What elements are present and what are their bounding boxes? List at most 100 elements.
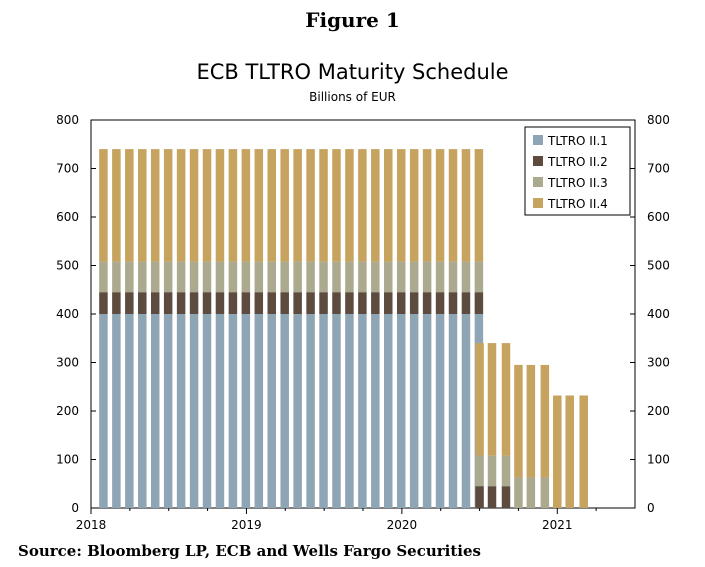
bar-segment — [293, 314, 302, 508]
bar-segment — [345, 261, 354, 293]
bar-segment — [215, 261, 225, 293]
bar-segment — [487, 343, 497, 456]
bar-segment — [461, 261, 471, 293]
bar-segment — [241, 292, 251, 314]
bar-segment — [280, 261, 289, 293]
bar-segment — [176, 261, 186, 293]
y-tick-label-left: 400 — [56, 307, 79, 321]
y-tick-label-right: 100 — [647, 453, 670, 467]
bar-segment — [125, 314, 134, 508]
bar-segment — [241, 314, 251, 508]
bar-segment — [514, 477, 523, 508]
bar-segment — [384, 314, 393, 508]
bar-segment — [267, 149, 276, 262]
bar-segment — [474, 292, 484, 314]
y-tick-label-right: 200 — [647, 404, 670, 418]
bar-segment — [332, 261, 341, 293]
bar-segment — [579, 395, 588, 508]
chart-subtitle: Billions of EUR — [309, 90, 396, 104]
bar-segment — [112, 149, 121, 262]
bar-segment — [150, 292, 160, 314]
bar-segment — [293, 261, 302, 293]
bar-segment — [371, 292, 380, 314]
bar-segment — [228, 149, 238, 262]
bar-segment — [241, 261, 251, 293]
bar-segment — [384, 149, 393, 262]
bar-segment — [125, 149, 134, 262]
bar-segment — [422, 261, 432, 293]
y-tick-label-left: 300 — [56, 356, 79, 370]
bar-segment — [435, 292, 445, 314]
y-tick-label-left: 100 — [56, 453, 79, 467]
bar-segment — [553, 395, 562, 508]
bar-segment — [371, 314, 380, 508]
bar-segment — [475, 343, 484, 456]
bar-segment — [409, 292, 419, 314]
figure-label: Figure 1 — [305, 8, 400, 32]
bar-segment — [358, 292, 367, 314]
bar-segment — [138, 261, 147, 293]
bar-segment — [526, 477, 536, 508]
bar-segment — [306, 292, 315, 314]
bar-segment — [267, 292, 276, 314]
bar-segment — [501, 486, 511, 508]
bar-segment — [358, 149, 367, 262]
x-tick-label: 2019 — [231, 518, 262, 532]
bar-segment — [461, 149, 471, 262]
bar-segment — [474, 261, 484, 293]
legend-label: TLTRO II.4 — [547, 197, 608, 211]
bar-segment — [448, 261, 458, 293]
bar-segment — [176, 292, 186, 314]
bar-segment — [163, 292, 173, 314]
bar-segment — [176, 314, 186, 508]
bar-segment — [228, 292, 238, 314]
y-tick-label-left: 500 — [56, 259, 79, 273]
bar-segment — [461, 292, 471, 314]
bar-segment — [540, 477, 550, 508]
bar-segment — [345, 292, 354, 314]
y-tick-label-left: 600 — [56, 210, 79, 224]
chart-title: ECB TLTRO Maturity Schedule — [196, 60, 509, 84]
bar-segment — [475, 455, 484, 487]
bar-segment — [254, 314, 264, 508]
bar-segment — [422, 149, 432, 262]
bar-segment — [319, 261, 328, 293]
legend-label: TLTRO II.3 — [547, 176, 608, 190]
x-tick-label: 2018 — [76, 518, 107, 532]
bar-segment — [332, 149, 341, 262]
bar-segment — [150, 261, 160, 293]
bar-segment — [176, 149, 186, 262]
bar-segment — [254, 149, 264, 262]
bar-segment — [267, 314, 276, 508]
bar-segment — [125, 261, 134, 293]
bar-segment — [514, 364, 523, 478]
bar-segment — [189, 261, 199, 293]
y-tick-label-right: 0 — [647, 501, 655, 515]
x-tick-label: 2021 — [542, 518, 573, 532]
bar-segment — [448, 314, 458, 508]
bar-segment — [202, 292, 212, 314]
bar-segment — [254, 261, 264, 293]
bar-segment — [138, 292, 147, 314]
bar-segment — [99, 261, 108, 293]
bar-segment — [384, 261, 393, 293]
bar-segment — [422, 292, 432, 314]
y-tick-label-left: 800 — [56, 113, 79, 127]
y-tick-label-right: 600 — [647, 210, 670, 224]
bar-segment — [396, 261, 406, 293]
bar-segment — [138, 314, 147, 508]
bar-segment — [358, 261, 367, 293]
legend-swatch — [533, 198, 543, 208]
bar-segment — [150, 149, 160, 262]
bar-segment — [501, 343, 511, 456]
legend-swatch — [533, 135, 543, 145]
bar-segment — [99, 149, 108, 262]
bar-segment — [189, 292, 199, 314]
legend-label: TLTRO II.1 — [547, 134, 608, 148]
bar-segment — [163, 261, 173, 293]
bar-segment — [215, 292, 225, 314]
bar-segment — [202, 149, 212, 262]
bar-segment — [228, 314, 238, 508]
bar-segment — [435, 149, 445, 262]
bar-segment — [540, 364, 550, 478]
